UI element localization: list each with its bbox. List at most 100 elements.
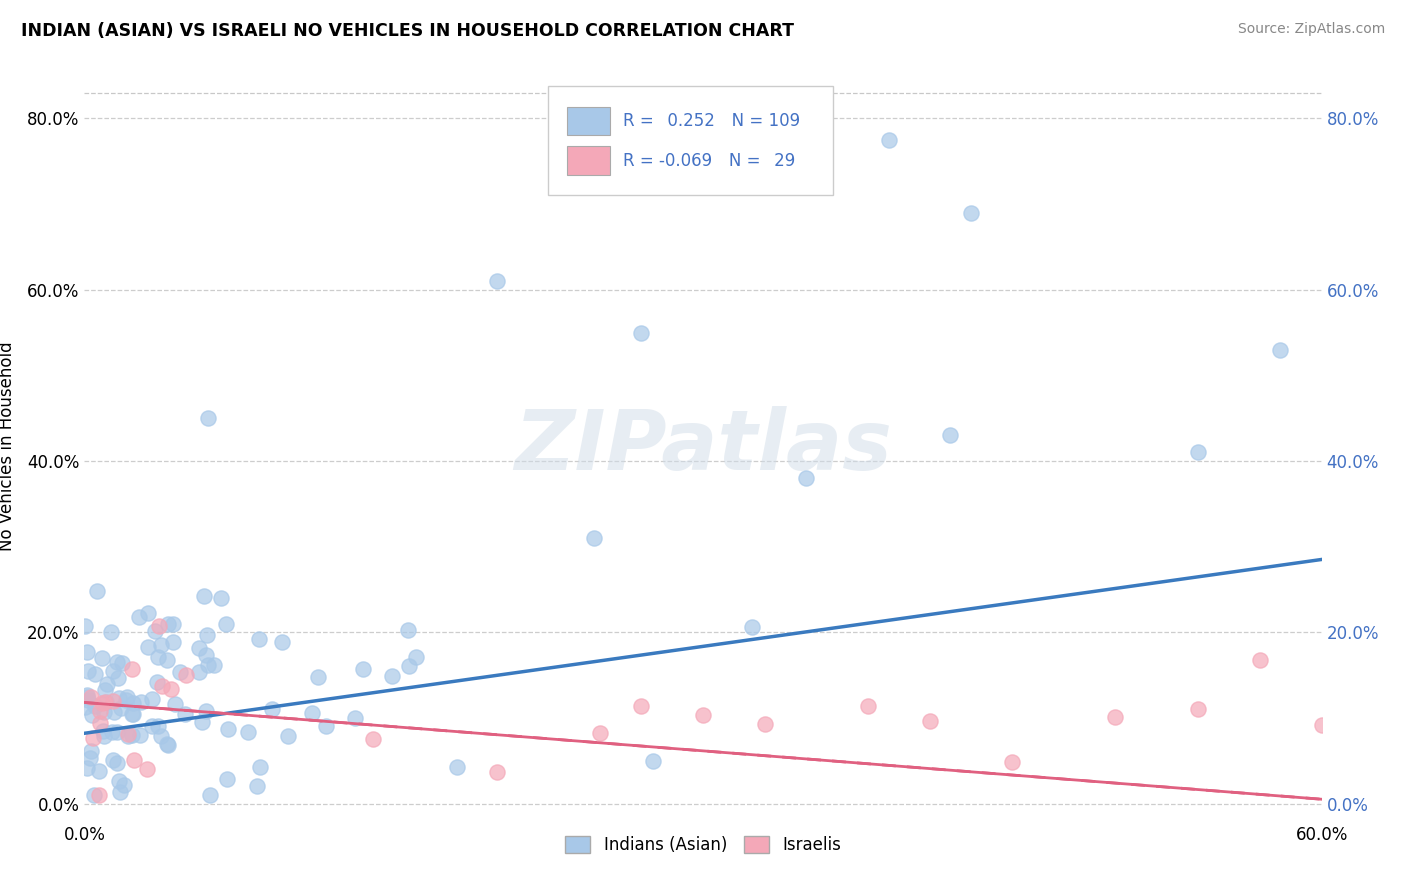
Point [107, 691, 129, 706]
Point [80, 690, 103, 705]
Point [307, 670, 329, 684]
Point [94, 683, 117, 698]
Point [209, 591, 232, 605]
Point [80, 707, 103, 722]
Point [121, 707, 143, 722]
Point [236, 724, 259, 739]
Point [107, 671, 129, 685]
Point [148, 649, 170, 664]
Point [112, 778, 135, 792]
Point [103, 694, 125, 708]
Point [136, 640, 159, 654]
Text: INDIAN (ASIAN) VS ISRAELI NO VEHICLES IN HOUSEHOLD CORRELATION CHART: INDIAN (ASIAN) VS ISRAELI NO VEHICLES IN… [21, 22, 794, 40]
Point [94, 695, 117, 709]
Point [630, 326, 652, 340]
Point [446, 760, 468, 774]
Point [156, 653, 179, 667]
Text: R =  0.252  N = 109: R = 0.252 N = 109 [623, 112, 800, 130]
Point [398, 658, 420, 673]
Point [129, 728, 152, 742]
Point [217, 722, 239, 736]
Point [188, 665, 211, 680]
Point [110, 701, 132, 715]
Point [1270, 343, 1292, 357]
Point [79, 751, 101, 765]
Point [82, 731, 104, 745]
Point [381, 669, 404, 683]
Point [193, 590, 215, 604]
Point [754, 716, 776, 731]
Point [89, 788, 111, 802]
Point [100, 625, 122, 640]
Point [121, 707, 143, 722]
Point [187, 640, 209, 655]
Point [76, 761, 98, 775]
Point [96, 694, 118, 708]
Point [83, 699, 105, 714]
Legend: Indians (Asian), Israelis: Indians (Asian), Israelis [558, 830, 848, 861]
Point [160, 682, 183, 697]
Point [149, 729, 172, 743]
Point [343, 711, 366, 725]
Point [1249, 653, 1271, 667]
Point [80, 744, 103, 758]
Point [76, 688, 98, 702]
Point [76, 665, 98, 679]
Point [198, 788, 221, 802]
Point [148, 618, 170, 632]
Point [128, 610, 150, 624]
Point [157, 617, 180, 632]
Point [215, 616, 238, 631]
FancyBboxPatch shape [567, 106, 610, 135]
Point [249, 760, 271, 774]
Point [149, 638, 172, 652]
Point [163, 697, 186, 711]
Point [197, 411, 219, 425]
Point [77, 692, 100, 706]
Point [301, 706, 323, 720]
Point [108, 785, 131, 799]
Point [589, 726, 612, 740]
Text: Source: ZipAtlas.com: Source: ZipAtlas.com [1237, 22, 1385, 37]
Point [108, 774, 131, 789]
Point [692, 707, 714, 722]
Point [111, 656, 134, 670]
FancyBboxPatch shape [567, 146, 610, 175]
Point [103, 664, 125, 678]
Point [75, 619, 97, 633]
Point [630, 698, 652, 713]
Point [156, 737, 179, 751]
Point [89, 704, 111, 718]
Point [86, 583, 108, 598]
Point [641, 755, 664, 769]
Point [146, 675, 169, 690]
Point [174, 668, 197, 682]
Point [87, 764, 110, 778]
Point [202, 658, 225, 673]
Point [877, 133, 900, 147]
Point [485, 274, 508, 288]
Point [195, 648, 218, 662]
Point [83, 788, 105, 802]
Point [121, 662, 143, 676]
Point [352, 662, 374, 676]
Point [1187, 702, 1209, 716]
Point [89, 715, 111, 730]
Point [90, 650, 112, 665]
Point [191, 714, 214, 729]
Point [583, 531, 606, 545]
Point [1187, 445, 1209, 459]
Point [794, 471, 817, 485]
Point [405, 650, 427, 665]
Point [1310, 718, 1333, 732]
Text: ZIPatlas: ZIPatlas [515, 406, 891, 486]
Point [73, 700, 96, 714]
Point [122, 753, 145, 767]
Point [396, 623, 419, 637]
Point [174, 706, 197, 721]
Point [136, 606, 159, 620]
Point [115, 693, 138, 707]
Point [215, 772, 238, 786]
Point [195, 628, 218, 642]
Point [741, 620, 763, 634]
